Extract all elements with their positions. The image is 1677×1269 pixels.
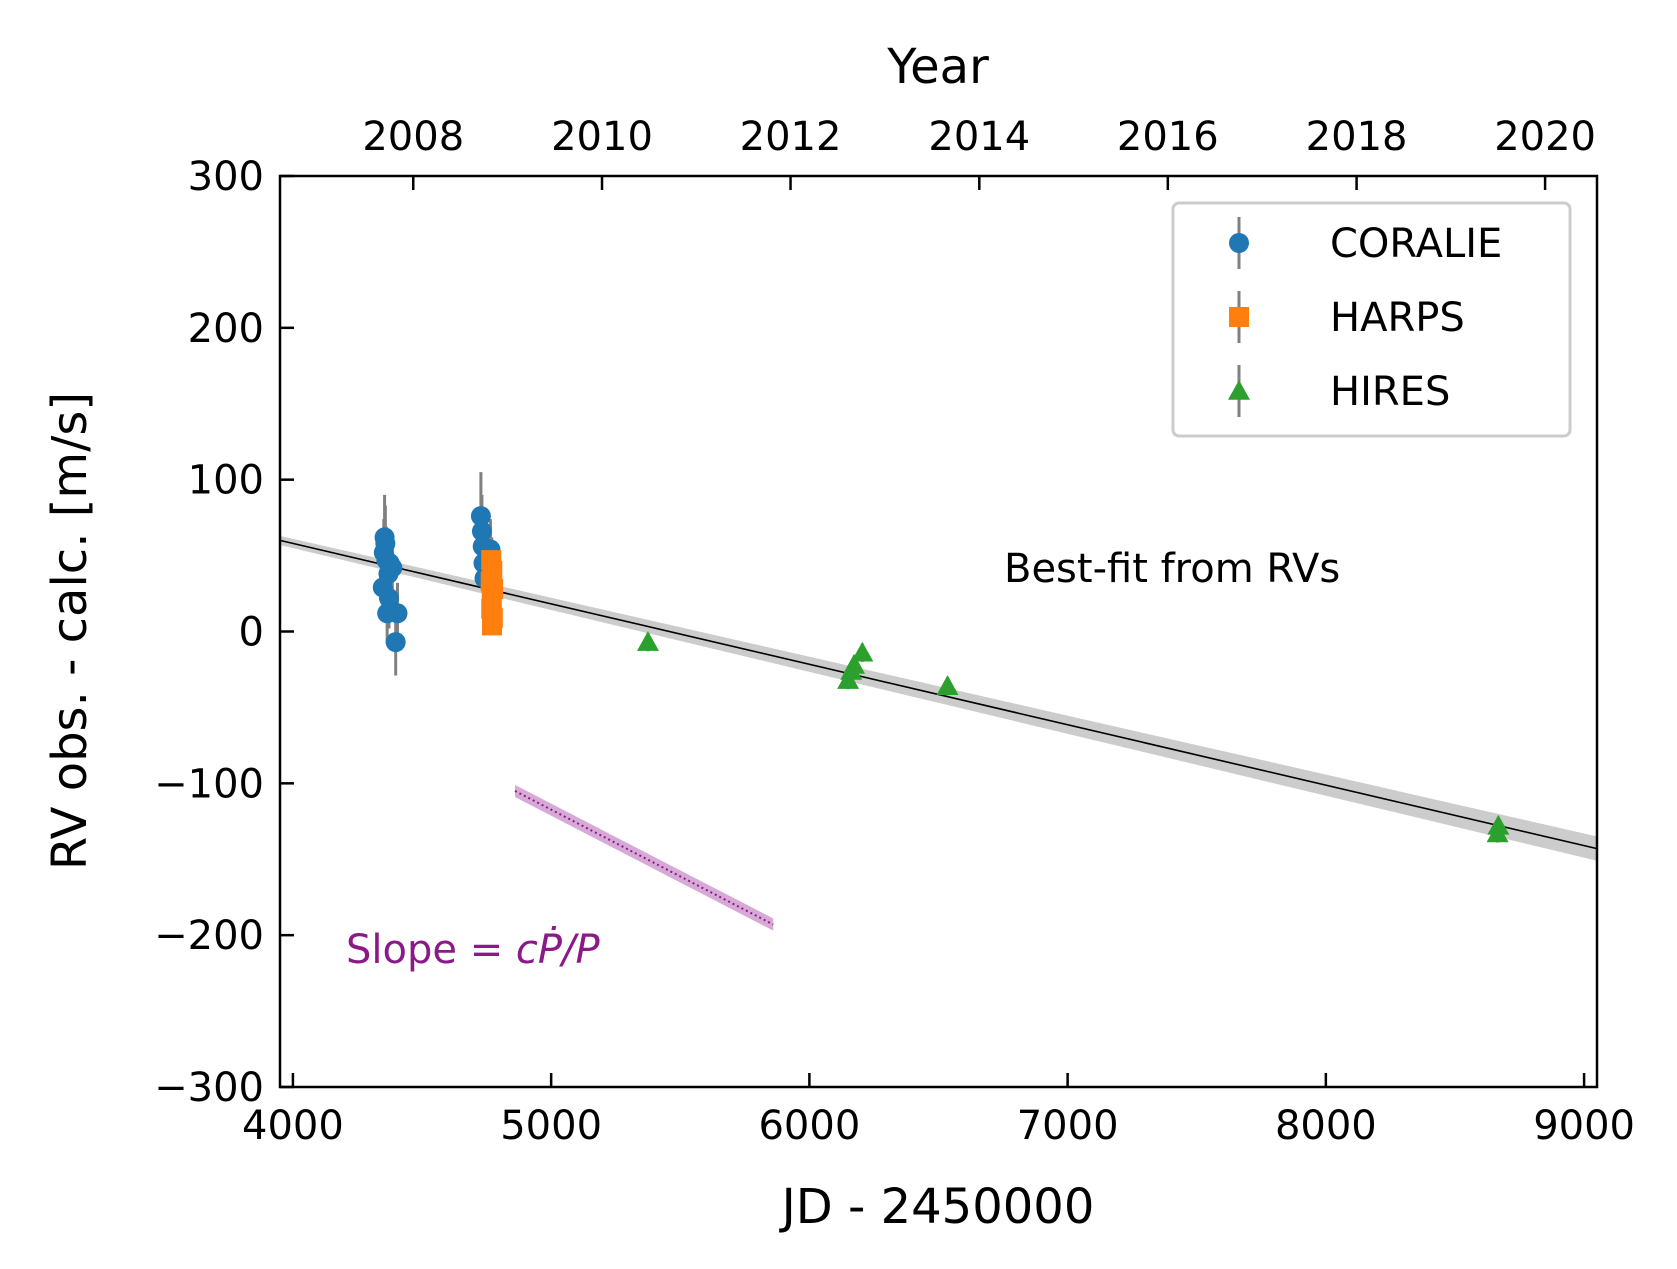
- top-tick-label: 2010: [551, 114, 653, 160]
- legend: CORALIE HARPS HIRES: [1171, 201, 1572, 438]
- x-tick-label: 9000: [1533, 1103, 1635, 1149]
- top-tick-label: 2016: [1117, 114, 1219, 160]
- legend-label-coralie: CORALIE: [1330, 221, 1502, 267]
- legend-items: CORALIE HARPS HIRES: [1228, 217, 1502, 417]
- y-axis-label: RV obs. - calc. [m/s]: [42, 392, 98, 870]
- slope-annotation: Slope = cṖ/P: [346, 925, 601, 973]
- slope-annotation-prefix: Slope =: [346, 927, 516, 973]
- y-tick-label: 0: [239, 610, 264, 656]
- data-point-hires: [843, 653, 866, 674]
- top-tick-label: 2012: [740, 114, 842, 160]
- data-point-coralie: [378, 588, 399, 609]
- legend-marker-coralie: [1229, 233, 1249, 253]
- y-tick-label: −300: [154, 1065, 264, 1111]
- y-tick-label: 300: [188, 154, 264, 200]
- data-point-hires: [851, 641, 874, 662]
- legend-label-hires: HIRES: [1330, 369, 1450, 415]
- top-tick-label: 2014: [928, 114, 1030, 160]
- top-axis-label: Year: [886, 39, 989, 95]
- data-point-coralie: [471, 521, 492, 542]
- marker-layer: [372, 506, 1510, 843]
- x-axis-label: JD - 2450000: [779, 1179, 1095, 1235]
- x-tick-label: 4000: [242, 1103, 344, 1149]
- data-point-harps: [482, 615, 503, 636]
- x-tick-label: 5000: [500, 1103, 602, 1149]
- y-tick-label: 200: [188, 306, 264, 352]
- data-point-hires: [1487, 814, 1510, 835]
- legend-label-harps: HARPS: [1330, 295, 1465, 341]
- tick-layer: 4000 5000 6000 7000 8000 9000 −300 −200 −100 0 100…: [154, 114, 1635, 1149]
- legend-frame: [1171, 201, 1572, 438]
- top-tick-label: 2018: [1306, 114, 1408, 160]
- x-tick-label: 7000: [1017, 1103, 1119, 1149]
- top-tick-label: 2020: [1494, 114, 1596, 160]
- data-point-coralie: [387, 603, 408, 624]
- legend-marker-harps: [1229, 307, 1249, 327]
- slope-line: [514, 790, 774, 926]
- x-tick-label: 8000: [1275, 1103, 1377, 1149]
- data-point-hires: [936, 675, 959, 695]
- data-point-coralie: [385, 632, 406, 653]
- data-point-coralie: [470, 506, 491, 527]
- x-tick-label: 6000: [758, 1103, 860, 1149]
- top-tick-label: 2008: [362, 114, 464, 160]
- y-tick-label: 100: [188, 458, 264, 504]
- slope-annotation-formula: cṖ/P: [516, 925, 601, 973]
- best-fit-annotation: Best-fit from RVs: [1004, 546, 1340, 592]
- y-tick-label: −100: [154, 761, 264, 807]
- legend-marker-hires: [1228, 380, 1250, 400]
- data-point-hires: [636, 631, 659, 651]
- y-tick-label: −200: [154, 913, 264, 959]
